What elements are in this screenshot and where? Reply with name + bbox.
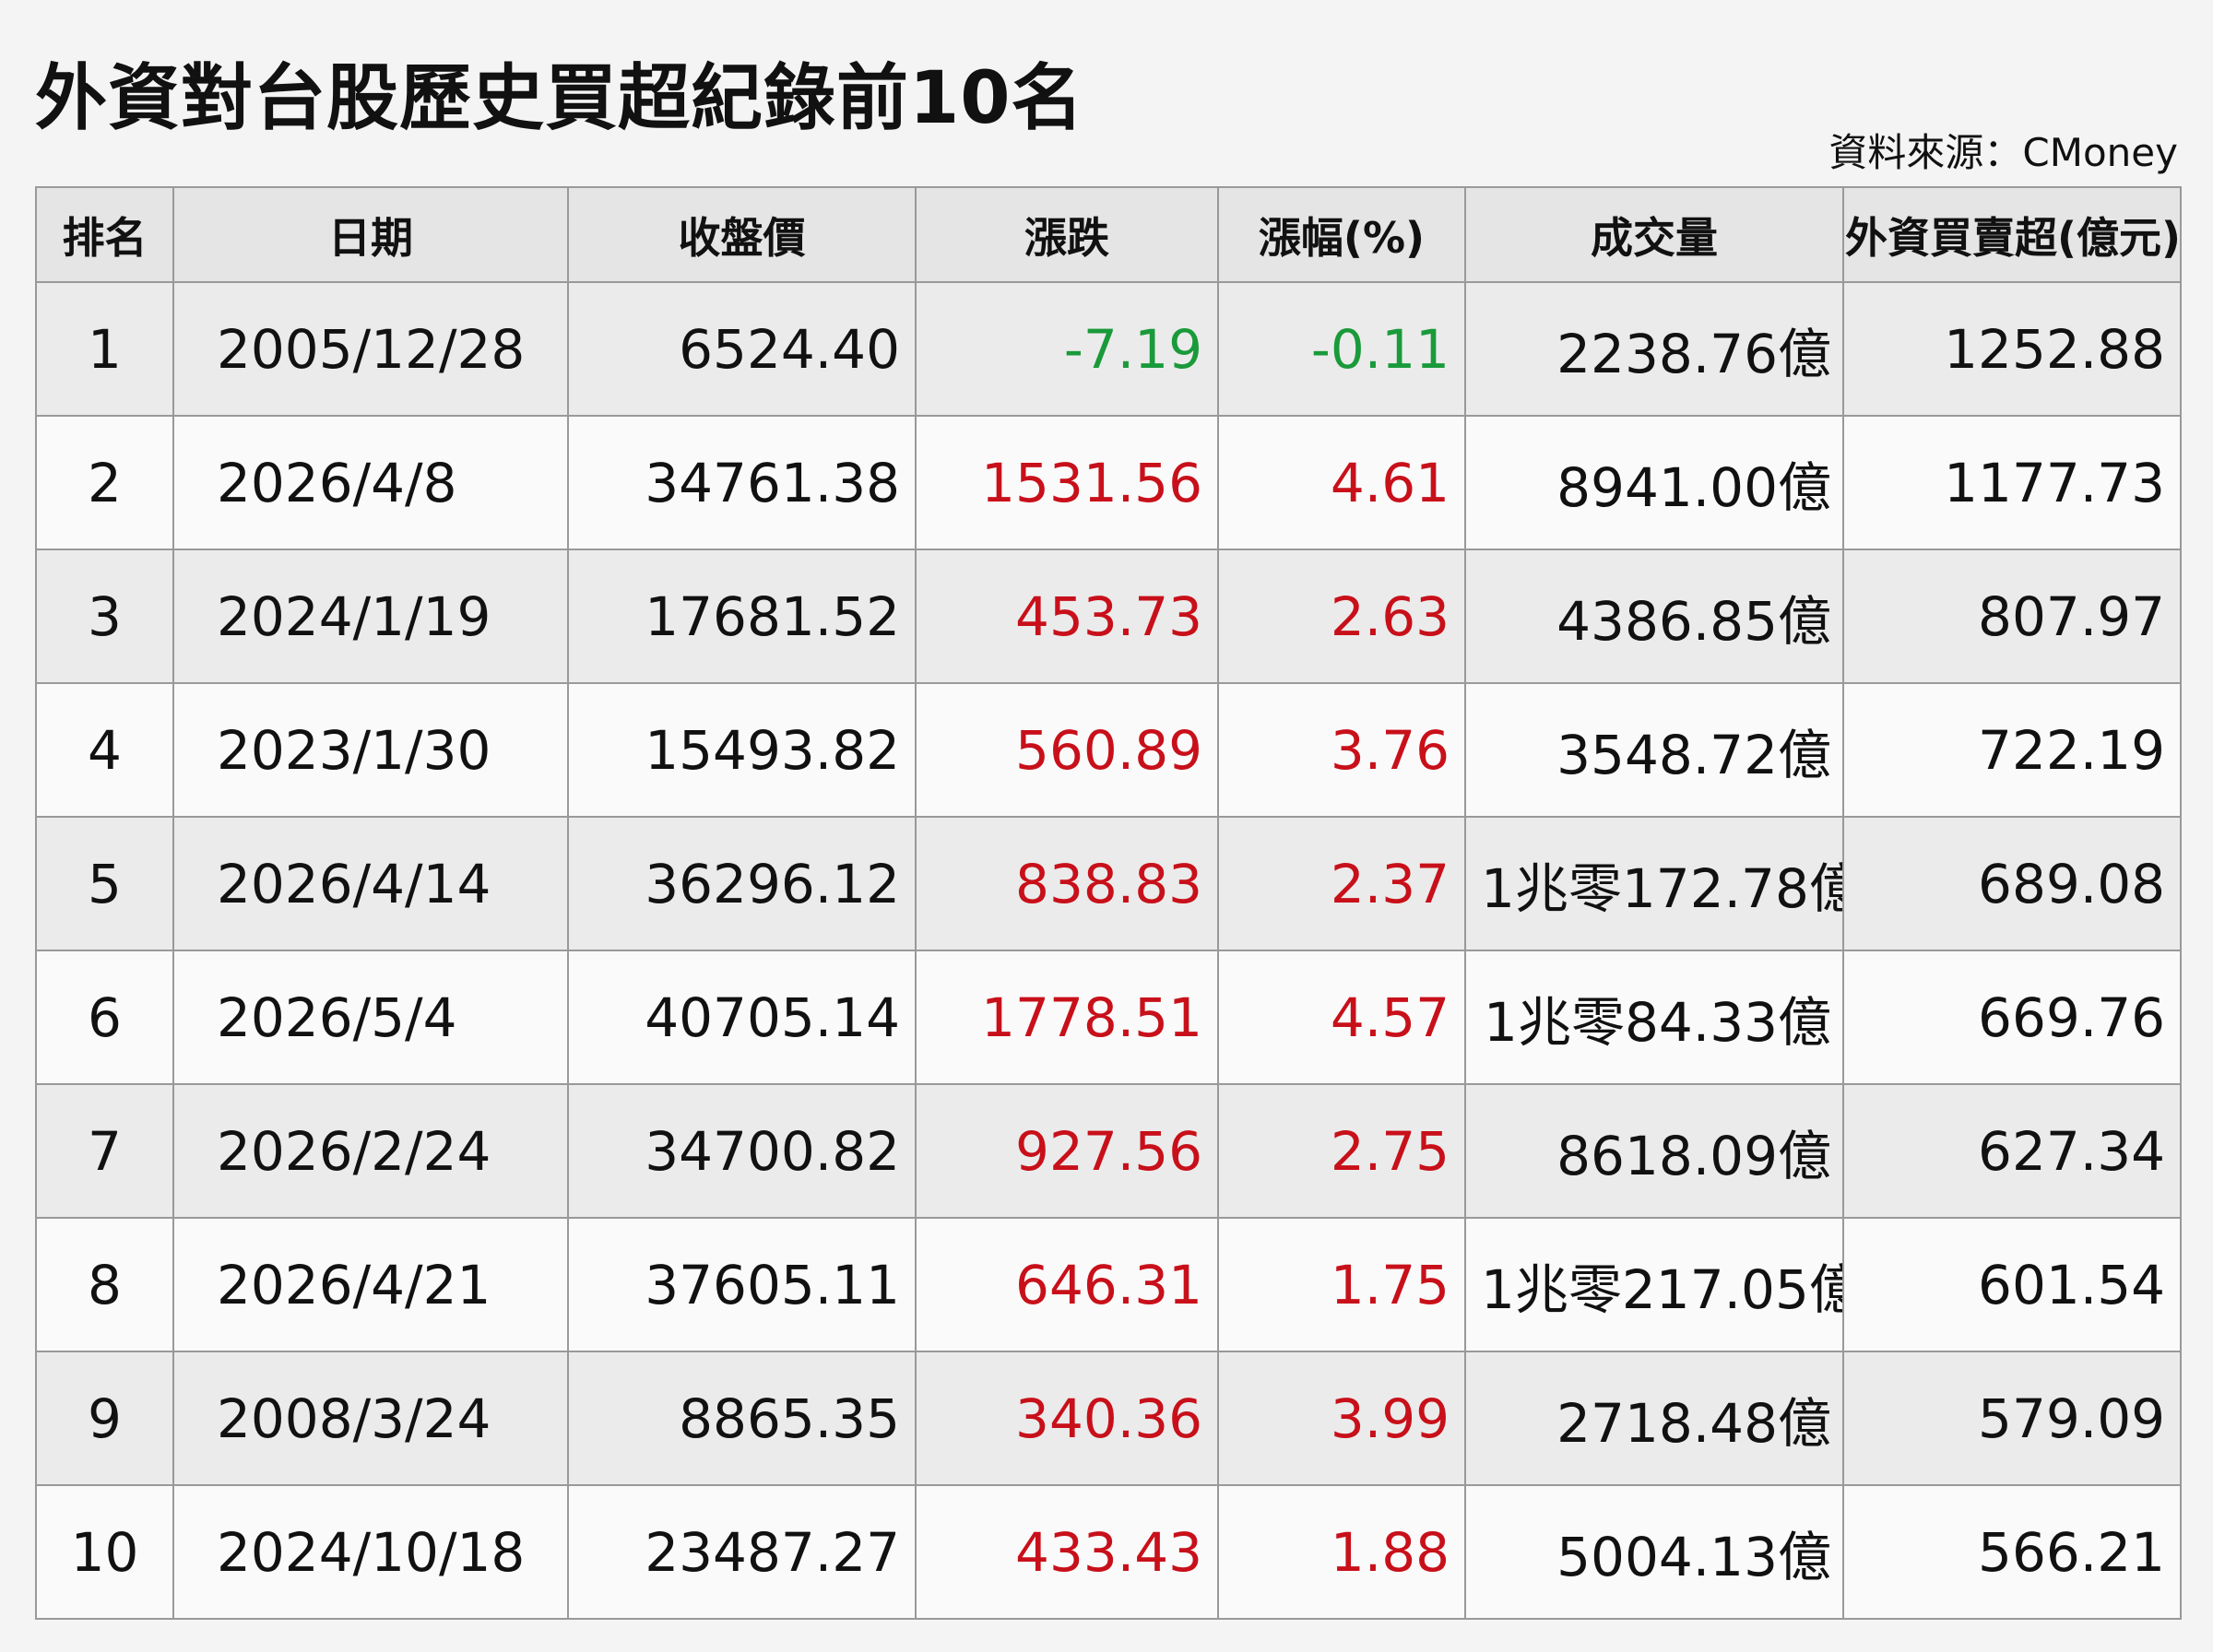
table-cell: 646.31 <box>915 1217 1219 1352</box>
table-cell: 37605.11 <box>567 1217 917 1352</box>
table-cell: 34761.38 <box>567 415 917 550</box>
table-cell: 1兆零172.78億 <box>1464 816 1844 951</box>
table-cell: 8941.00億 <box>1464 415 1844 550</box>
table-cell: 10 <box>35 1484 174 1620</box>
table-cell: 627.34 <box>1842 1083 2182 1219</box>
table-cell: -0.11 <box>1217 281 1466 417</box>
table-cell: 927.56 <box>915 1083 1219 1219</box>
table-cell: 2026/5/4 <box>172 950 569 1085</box>
column-header: 收盤價 <box>567 186 917 283</box>
record-table: 排名 日期 收盤價 漲跌 漲幅(%) 成交量 外資買賣超(億元) 1 2005/12/28 65… <box>35 186 2182 1620</box>
table-cell: 4386.85億 <box>1464 549 1844 684</box>
header-row: 排名 日期 收盤價 漲跌 漲幅(%) 成交量 外資買賣超(億元) <box>35 186 2182 283</box>
table-row: 5 2026/4/14 36296.12 838.83 2.37 1兆零172.78億 68… <box>35 816 2182 951</box>
table-cell: 2005/12/28 <box>172 281 569 417</box>
table-cell: 2026/4/8 <box>172 415 569 550</box>
table-cell: 2008/3/24 <box>172 1351 569 1486</box>
table-cell: 566.21 <box>1842 1484 2182 1620</box>
table-cell: 15493.82 <box>567 682 917 818</box>
table-cell: 1.75 <box>1217 1217 1466 1352</box>
table-cell: 4.61 <box>1217 415 1466 550</box>
table-cell: 601.54 <box>1842 1217 2182 1352</box>
title: 外資對台股歷史買超紀錄前10名 <box>35 57 1084 140</box>
table-row: 10 2024/10/18 23487.27 433.43 1.88 5004.13億 56… <box>35 1484 2182 1620</box>
table-cell: 17681.52 <box>567 549 917 684</box>
table-row: 2 2026/4/8 34761.38 1531.56 4.61 8941.00億 1177… <box>35 415 2182 550</box>
table-cell: 2.75 <box>1217 1083 1466 1219</box>
table-cell: 2026/4/14 <box>172 816 569 951</box>
table-cell: 1531.56 <box>915 415 1219 550</box>
table-cell: 1 <box>35 281 174 417</box>
table-cell: 9 <box>35 1351 174 1486</box>
table-cell: 2238.76億 <box>1464 281 1844 417</box>
table-cell: 1177.73 <box>1842 415 2182 550</box>
table-cell: 3 <box>35 549 174 684</box>
table-cell: 3548.72億 <box>1464 682 1844 818</box>
table-cell: 6524.40 <box>567 281 917 417</box>
table-row: 8 2026/4/21 37605.11 646.31 1.75 1兆零217.05億 60… <box>35 1217 2182 1352</box>
table-cell: 669.76 <box>1842 950 2182 1085</box>
table-cell: 340.36 <box>915 1351 1219 1486</box>
table-cell: 2026/2/24 <box>172 1083 569 1219</box>
table-cell: 2024/10/18 <box>172 1484 569 1620</box>
column-header: 外資買賣超(億元) <box>1842 186 2182 283</box>
table-cell: 2024/1/19 <box>172 549 569 684</box>
table-cell: 807.97 <box>1842 549 2182 684</box>
table-row: 7 2026/2/24 34700.82 927.56 2.75 8618.09億 627.… <box>35 1083 2182 1219</box>
table-cell: 3.76 <box>1217 682 1466 818</box>
table-cell: 2 <box>35 415 174 550</box>
table-cell: 8 <box>35 1217 174 1352</box>
table-cell: 5004.13億 <box>1464 1484 1844 1620</box>
table-cell: 2718.48億 <box>1464 1351 1844 1486</box>
table-cell: 1778.51 <box>915 950 1219 1085</box>
table-cell: 1兆零217.05億 <box>1464 1217 1844 1352</box>
table-cell: 4.57 <box>1217 950 1466 1085</box>
column-header: 成交量 <box>1464 186 1844 283</box>
column-header: 漲幅(%) <box>1217 186 1466 283</box>
table-cell: 722.19 <box>1842 682 2182 818</box>
table-cell: 689.08 <box>1842 816 2182 951</box>
table-row: 3 2024/1/19 17681.52 453.73 2.63 4386.85億 807.… <box>35 549 2182 684</box>
table-cell: 6 <box>35 950 174 1085</box>
table-cell: 453.73 <box>915 549 1219 684</box>
table-cell: 2023/1/30 <box>172 682 569 818</box>
table-row: 6 2026/5/4 40705.14 1778.51 4.57 1兆零84.33億 669… <box>35 950 2182 1085</box>
table-cell: 579.09 <box>1842 1351 2182 1486</box>
table-cell: 560.89 <box>915 682 1219 818</box>
table-cell: 5 <box>35 816 174 951</box>
table-cell: 838.83 <box>915 816 1219 951</box>
table-cell: 1.88 <box>1217 1484 1466 1620</box>
column-header: 排名 <box>35 186 174 283</box>
table-cell: 2026/4/21 <box>172 1217 569 1352</box>
table-cell: 4 <box>35 682 174 818</box>
column-header: 日期 <box>172 186 569 283</box>
table-cell: -7.19 <box>915 281 1219 417</box>
table-cell: 34700.82 <box>567 1083 917 1219</box>
table-row: 4 2023/1/30 15493.82 560.89 3.76 3548.72億 722.… <box>35 682 2182 818</box>
table-cell: 433.43 <box>915 1484 1219 1620</box>
table-row: 1 2005/12/28 6524.40 -7.19 -0.11 2238.76億 1252… <box>35 281 2182 417</box>
table-cell: 2.37 <box>1217 816 1466 951</box>
table-row: 9 2008/3/24 8865.35 340.36 3.99 2718.48億 579.0… <box>35 1351 2182 1486</box>
table-cell: 40705.14 <box>567 950 917 1085</box>
table-cell: 1252.88 <box>1842 281 2182 417</box>
table-cell: 23487.27 <box>567 1484 917 1620</box>
table-cell: 1兆零84.33億 <box>1464 950 1844 1085</box>
table-cell: 3.99 <box>1217 1351 1466 1486</box>
table-cell: 7 <box>35 1083 174 1219</box>
table-cell: 8618.09億 <box>1464 1083 1844 1219</box>
table-cell: 8865.35 <box>567 1351 917 1486</box>
table-cell: 2.63 <box>1217 549 1466 684</box>
column-header: 漲跌 <box>915 186 1219 283</box>
table-cell: 36296.12 <box>567 816 917 951</box>
source: 資料來源：CMoney <box>1828 130 2178 175</box>
